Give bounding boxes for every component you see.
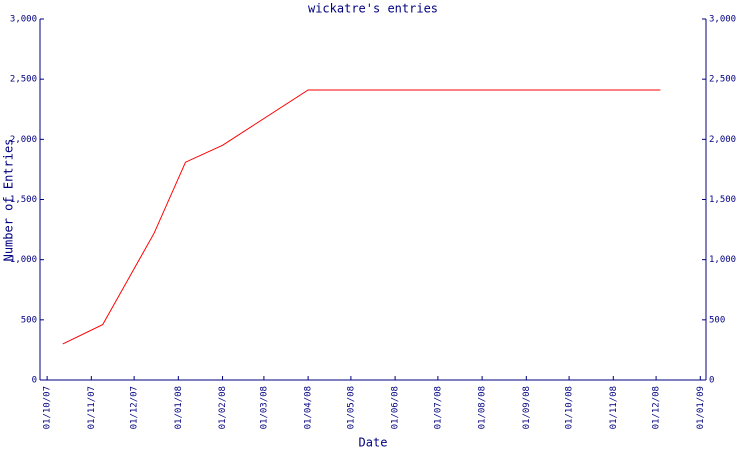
y-tick-label: 2,500 xyxy=(10,75,37,85)
x-tick-label: 01/01/08 xyxy=(174,386,184,429)
y-axis-label: Number of Entries xyxy=(2,139,16,262)
x-tick-label: 01/12/08 xyxy=(652,386,662,429)
x-tick-label: 01/03/08 xyxy=(259,386,269,429)
x-tick-label: 01/11/07 xyxy=(87,386,97,429)
data-line xyxy=(62,89,661,345)
y2-tick-label: 1,500 xyxy=(709,195,736,205)
x-tick-label: 01/06/08 xyxy=(391,386,401,429)
y2-tick-label: 2,500 xyxy=(709,75,736,85)
x-tick-label: 01/10/08 xyxy=(565,386,575,429)
y-tick-label: 500 xyxy=(21,315,37,325)
y2-tick-label: 3,000 xyxy=(709,15,736,25)
y-tick-label: 3,000 xyxy=(10,15,37,25)
x-tick-label: 01/08/08 xyxy=(478,386,488,429)
y-tick-label: 0 xyxy=(32,376,37,386)
y-tick-label: 1,000 xyxy=(10,255,37,265)
y-tick-label: 2,000 xyxy=(10,135,37,145)
x-tick-label: 01/10/07 xyxy=(43,386,53,429)
x-tick-label: 01/11/08 xyxy=(609,386,619,429)
x-tick-label: 01/01/09 xyxy=(696,386,706,429)
y2-tick-label: 500 xyxy=(709,315,725,325)
x-tick-label: 01/05/08 xyxy=(346,386,356,429)
x-tick-label: 01/04/08 xyxy=(304,386,314,429)
x-tick-label: 01/12/07 xyxy=(130,386,140,429)
y2-tick-label: 1,000 xyxy=(709,255,736,265)
x-tick-label: 01/09/08 xyxy=(522,386,532,429)
y2-tick-label: 0 xyxy=(709,376,714,386)
x-tick-label: 01/02/08 xyxy=(218,386,228,429)
x-axis-label: Date xyxy=(359,436,388,450)
chart-title: wickatre's entries xyxy=(308,2,438,16)
x-tick-label: 01/07/08 xyxy=(433,386,443,429)
y-tick-label: 1,500 xyxy=(10,195,37,205)
y2-tick-label: 2,000 xyxy=(709,135,736,145)
